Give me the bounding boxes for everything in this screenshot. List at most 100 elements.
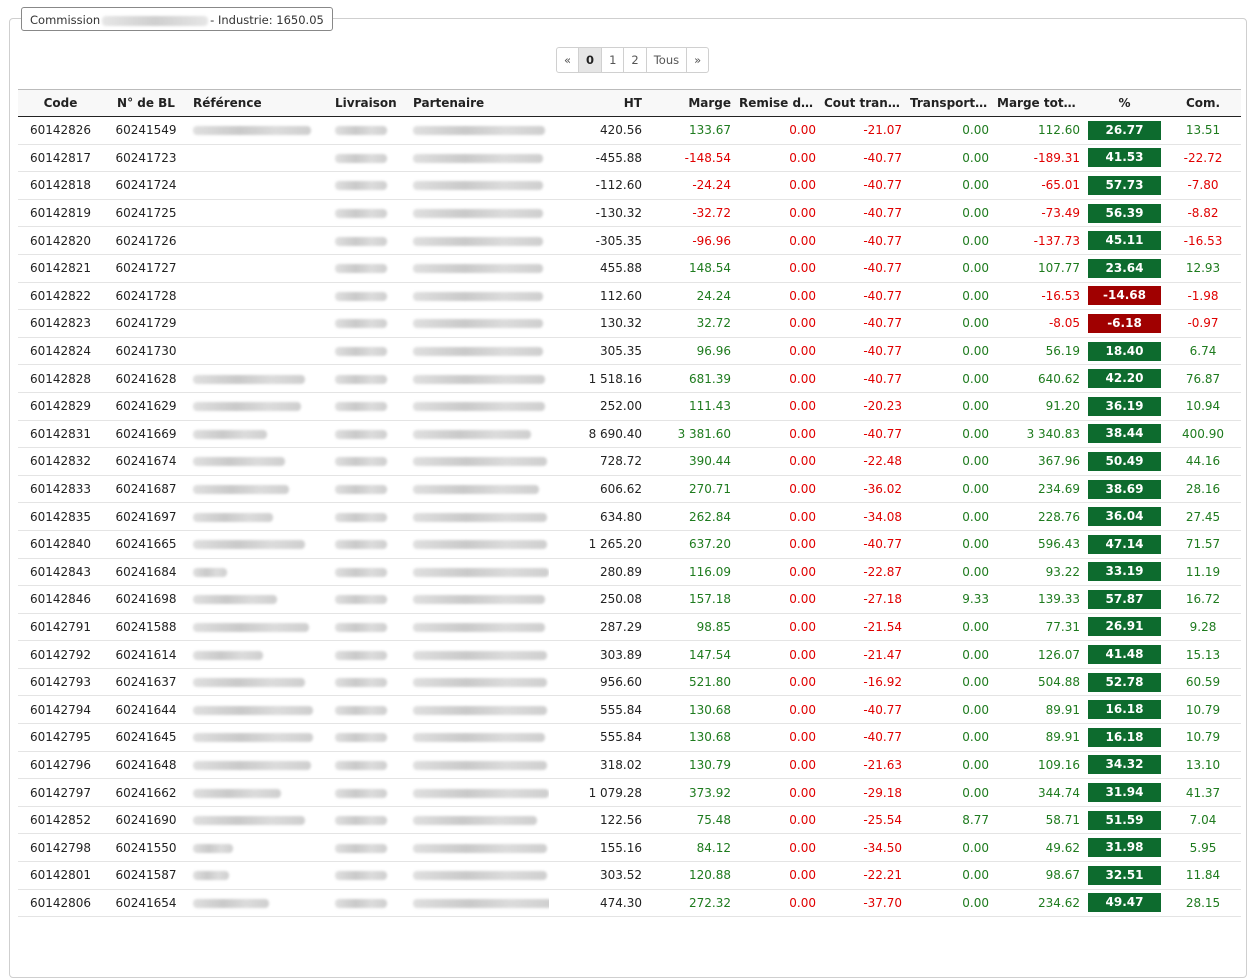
- cell-marge: 681.39: [646, 364, 735, 393]
- table-row[interactable]: 60142795 60241645 555.84 130.68 0.00 -40.77 0.…: [18, 723, 1241, 752]
- table-row[interactable]: 60142818 60241724 -112.60 -24.24 0.00 -40.77 0…: [18, 171, 1241, 200]
- cell-livraison: [331, 392, 409, 421]
- pagination-page-0[interactable]: 0: [578, 47, 603, 73]
- cell-marge: 32.72: [646, 309, 735, 338]
- cell-pct: 23.64: [1084, 254, 1165, 283]
- redacted-text: [193, 650, 263, 660]
- table-row[interactable]: 60142797 60241662 1 079.28 373.92 0.00 -29.18…: [18, 778, 1241, 807]
- table-row[interactable]: 60142832 60241674 728.72 390.44 0.00 -22.48 0.…: [18, 447, 1241, 476]
- cell-partenaire: [409, 364, 549, 393]
- cell-partenaire: [409, 833, 549, 863]
- table-row[interactable]: 60142828 60241628 1 518.16 681.39 0.00 -40.77…: [18, 364, 1241, 393]
- redacted-text: [413, 567, 549, 577]
- table-row[interactable]: 60142794 60241644 555.84 130.68 0.00 -40.77 0.…: [18, 695, 1241, 725]
- cell-pct: 49.47: [1084, 889, 1165, 918]
- table-row[interactable]: 60142840 60241665 1 265.20 637.20 0.00 -40.77…: [18, 530, 1241, 559]
- table-row[interactable]: 60142792 60241614 303.89 147.54 0.00 -21.47 0.…: [18, 640, 1241, 669]
- table-row[interactable]: 60142822 60241728 112.60 24.24 0.00 -40.77 0.0…: [18, 282, 1241, 311]
- col-header-cout-transport[interactable]: Cout trans...: [820, 89, 906, 117]
- redacted-text: [335, 871, 387, 881]
- col-header-ht[interactable]: HT: [549, 89, 646, 117]
- table-row[interactable]: 60142820 60241726 -305.35 -96.96 0.00 -40.77 0…: [18, 226, 1241, 255]
- col-header-marge-totale[interactable]: Marge totale: [993, 89, 1084, 117]
- cell-ht: 122.56: [549, 806, 646, 835]
- table-row[interactable]: 60142791 60241588 287.29 98.85 0.00 -21.54 0.0…: [18, 613, 1241, 642]
- col-header-pct[interactable]: %: [1084, 89, 1165, 117]
- cell-cout-transport: -25.54: [820, 806, 906, 835]
- table-row[interactable]: 60142833 60241687 606.62 270.71 0.00 -36.02 0.…: [18, 475, 1241, 504]
- cell-marge: 84.12: [646, 833, 735, 863]
- cell-transport: 0.00: [906, 282, 993, 311]
- redacted-text: [413, 264, 543, 274]
- col-header-transport[interactable]: Transport ...: [906, 89, 993, 117]
- pct-badge: 36.04: [1088, 507, 1161, 527]
- pagination-page-1[interactable]: 1: [601, 47, 625, 73]
- table-row[interactable]: 60142796 60241648 318.02 130.79 0.00 -21.63 0.…: [18, 751, 1241, 780]
- table-row[interactable]: 60142817 60241723 -455.88 -148.54 0.00 -40.77…: [18, 144, 1241, 173]
- pagination-next[interactable]: »: [686, 47, 710, 73]
- col-header-code[interactable]: Code: [18, 89, 103, 117]
- table-row[interactable]: 60142793 60241637 956.60 521.80 0.00 -16.92 0.…: [18, 668, 1241, 697]
- redacted-text: [335, 485, 387, 495]
- cell-transport: 0.00: [906, 309, 993, 338]
- col-header-remise[interactable]: Remise de ...: [735, 89, 820, 117]
- cell-remise: 0.00: [735, 558, 820, 587]
- pct-badge: 42.20: [1088, 369, 1161, 389]
- pagination-all[interactable]: Tous: [645, 47, 688, 73]
- cell-pct: 41.48: [1084, 640, 1165, 669]
- table-row[interactable]: 60142821 60241727 455.88 148.54 0.00 -40.77 0.…: [18, 254, 1241, 283]
- col-header-reference[interactable]: Référence: [189, 89, 331, 117]
- cell-cout-transport: -40.77: [820, 309, 906, 338]
- col-header-bl[interactable]: N° de BL: [103, 89, 189, 117]
- table-row[interactable]: 60142826 60241549 420.56 133.67 0.00 -21.07 0.…: [18, 116, 1241, 145]
- cell-code: 60142822: [18, 282, 103, 311]
- table-row[interactable]: 60142852 60241690 122.56 75.48 0.00 -25.54 8.7…: [18, 806, 1241, 835]
- cell-ht: 252.00: [549, 392, 646, 421]
- cell-bl: 60241727: [103, 254, 189, 283]
- cell-bl: 60241549: [103, 116, 189, 145]
- col-header-com[interactable]: Com.: [1165, 89, 1241, 117]
- cell-pct: 56.39: [1084, 199, 1165, 228]
- redacted-text: [193, 871, 229, 881]
- redacted-text: [193, 760, 311, 770]
- redacted-text: [193, 540, 305, 550]
- redacted-text: [413, 595, 545, 605]
- col-header-livraison[interactable]: Livraison: [331, 89, 409, 117]
- pagination-page-2[interactable]: 2: [623, 47, 647, 73]
- pct-badge: 32.51: [1088, 865, 1161, 885]
- cell-bl: 60241697: [103, 502, 189, 531]
- cell-cout-transport: -36.02: [820, 475, 906, 504]
- col-header-marge[interactable]: Marge: [646, 89, 735, 117]
- table-row[interactable]: 60142819 60241725 -130.32 -32.72 0.00 -40.77 0…: [18, 199, 1241, 228]
- cell-bl: 60241550: [103, 833, 189, 863]
- redacted-text: [193, 595, 277, 605]
- cell-cout-transport: -34.50: [820, 833, 906, 863]
- cell-partenaire: [409, 530, 549, 559]
- table-row[interactable]: 60142829 60241629 252.00 111.43 0.00 -20.23 0.…: [18, 392, 1241, 421]
- col-header-partenaire[interactable]: Partenaire: [409, 89, 549, 117]
- pct-badge: 16.18: [1088, 700, 1161, 720]
- cell-pct: 16.18: [1084, 723, 1165, 752]
- commission-name-redacted: [102, 15, 209, 26]
- table-row[interactable]: 60142846 60241698 250.08 157.18 0.00 -27.18 9.…: [18, 585, 1241, 614]
- table-row[interactable]: 60142806 60241654 474.30 272.32 0.00 -37.70 0.…: [18, 889, 1241, 918]
- cell-code: 60142801: [18, 861, 103, 890]
- pct-badge: 34.32: [1088, 755, 1161, 775]
- table-row[interactable]: 60142824 60241730 305.35 96.96 0.00 -40.77 0.0…: [18, 337, 1241, 366]
- redacted-text: [193, 788, 281, 798]
- table-row[interactable]: 60142823 60241729 130.32 32.72 0.00 -40.77 0.0…: [18, 309, 1241, 338]
- cell-cout-transport: -40.77: [820, 530, 906, 559]
- table-row[interactable]: 60142843 60241684 280.89 116.09 0.00 -22.87 0.…: [18, 558, 1241, 587]
- cell-marge-totale: 640.62: [993, 364, 1084, 393]
- cell-reference: [189, 502, 331, 531]
- redacted-text: [335, 457, 387, 467]
- table-row[interactable]: 60142801 60241587 303.52 120.88 0.00 -22.21 0.…: [18, 861, 1241, 890]
- cell-cout-transport: -22.87: [820, 558, 906, 587]
- pagination-prev[interactable]: «: [556, 47, 580, 73]
- table-row[interactable]: 60142835 60241697 634.80 262.84 0.00 -34.08 0.…: [18, 502, 1241, 531]
- table-row[interactable]: 60142831 60241669 8 690.40 3 381.60 0.00 -40.…: [18, 420, 1241, 449]
- table-row[interactable]: 60142798 60241550 155.16 84.12 0.00 -34.50 0.0…: [18, 833, 1241, 863]
- cell-marge: 133.67: [646, 116, 735, 145]
- cell-code: 60142831: [18, 420, 103, 449]
- cell-transport: 0.00: [906, 530, 993, 559]
